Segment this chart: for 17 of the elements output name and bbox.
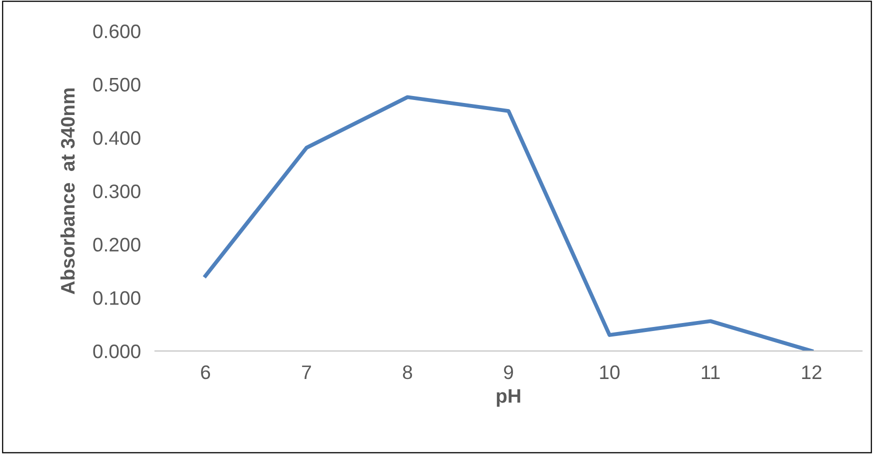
x-tick-label: 10 [600,365,620,380]
y-tick-label: 0.000 [93,344,140,358]
x-tick-label: 7 [302,366,311,379]
x-tick-label: 6 [201,365,210,380]
x-tick-label: 8 [402,365,412,380]
y-tick-label: 0.600 [93,24,140,38]
y-tick-label: 0.100 [93,291,140,305]
x-axis-title: pH [496,389,520,407]
y-tick-label: 0.200 [93,238,140,252]
y-axis-title: Absorbance at 340nm [60,88,75,294]
y-tick-label: 0.300 [93,184,140,198]
line-series [204,95,814,351]
y-tick-label: 0.500 [93,78,140,92]
x-tick-label: 9 [504,365,513,380]
y-tick-label: 0.400 [93,131,140,145]
x-tick-label: 11 [702,366,720,379]
x-tick-label: 12 [802,365,822,379]
